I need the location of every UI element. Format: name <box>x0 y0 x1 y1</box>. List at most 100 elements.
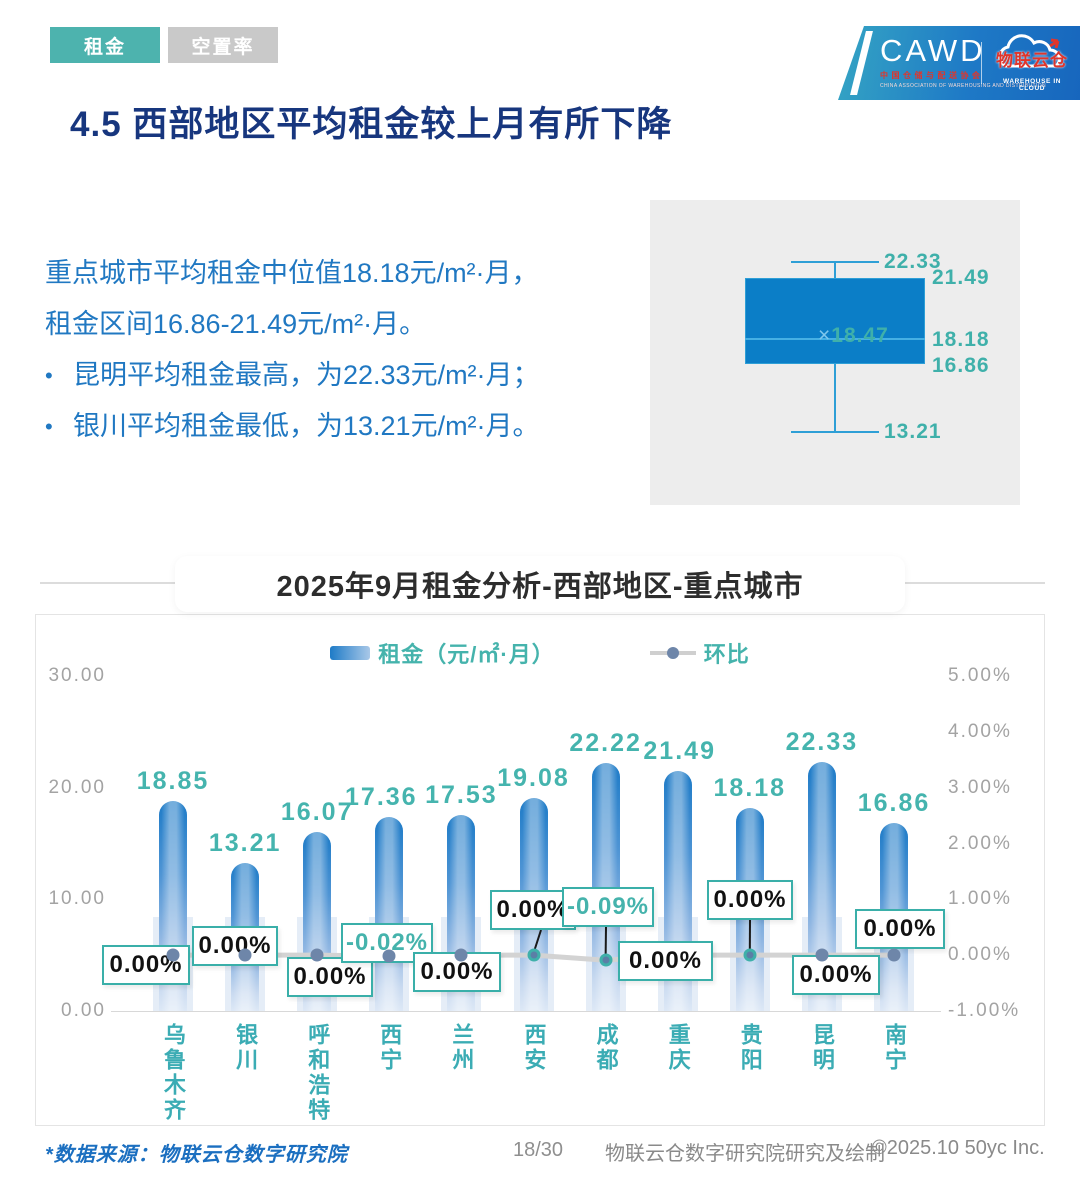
left-axis-tick: 0.00 <box>61 1000 106 1021</box>
tab-vacancy[interactable]: 空置率 <box>168 27 278 63</box>
data-source-note: *数据来源：物联云仓数字研究院 <box>45 1144 348 1166</box>
mom-callout: 0.00% <box>287 957 373 997</box>
boxplot-q1-label: 16.86 <box>932 354 990 377</box>
bar-value-label: 17.53 <box>425 781 498 810</box>
bar-value-label: 16.86 <box>857 788 931 817</box>
mom-callout: 0.00% <box>618 941 713 981</box>
mom-callout: -0.09% <box>562 887 654 927</box>
bar-value-label: 21.49 <box>643 737 716 766</box>
bar-value-label: 19.08 <box>497 763 570 792</box>
legend-item-mom[interactable]: 环比 <box>649 637 750 669</box>
boxplot-median-line <box>745 338 925 340</box>
footer-copyright: ©2025.10 50yc Inc. <box>872 1137 1045 1159</box>
bar-value-label: 18.18 <box>713 773 787 802</box>
bar-value-label: 16.07 <box>280 797 354 826</box>
cawd-logo: CAWD 中国仓储与配送协会 CHINA ASSOCIATION OF WARE… <box>880 33 1047 90</box>
bar-value-label: 22.22 <box>569 728 642 757</box>
mom-callout: 0.00% <box>855 909 945 949</box>
boxplot-mean-label: ×18.47 <box>818 324 889 347</box>
summary-bullet-2: • 银川平均租金最低，为13.21元/m²·月。 <box>45 401 645 452</box>
left-axis-tick: 10.00 <box>48 888 106 910</box>
right-axis-tick: 3.00% <box>948 776 1012 798</box>
bar-value-label: 18.85 <box>136 766 210 795</box>
plot-area: 30.00 20.00 10.00 0.00 5.00% 4.00% 3.00% 2.00% 1… <box>36 615 1046 1127</box>
boxplot-whisker-cap-bottom <box>791 431 879 433</box>
x-axis-category-label: 兰州 <box>449 1023 475 1073</box>
banner-divider <box>981 42 982 84</box>
x-axis-category-label: 贵阳 <box>737 1023 763 1073</box>
x-axis-category-label: 乌鲁木齐 <box>161 1023 186 1123</box>
chart-title: 2025年9月租金分析-西部地区-重点城市 <box>175 556 905 612</box>
legend-label-rent: 租金（元/㎡·月） <box>378 642 555 667</box>
boxplot-min-label: 13.21 <box>884 420 942 443</box>
mom-callout: 0.00% <box>792 955 880 995</box>
right-axis-tick: 5.00% <box>948 665 1012 686</box>
bar-series-swatch <box>330 646 371 660</box>
mom-callout: 0.00% <box>192 926 278 966</box>
x-axis-category-label: 银川 <box>233 1023 259 1073</box>
bar-value-label: 17.36 <box>345 783 418 812</box>
boxplot-whisker-bottom <box>834 364 836 432</box>
mom-line-dot <box>382 949 396 963</box>
x-axis-category-label: 成都 <box>593 1023 619 1073</box>
mom-callout: 0.00% <box>707 880 793 920</box>
boxplot-box <box>745 278 925 364</box>
left-axis-tick: 20.00 <box>48 776 106 798</box>
rent-bar <box>375 817 404 1011</box>
page-number: 18/30 <box>513 1139 564 1161</box>
chart-legend: 租金（元/㎡·月） 环比 <box>36 637 1044 669</box>
rent-bar <box>591 762 620 1011</box>
mom-line-dot <box>238 948 252 962</box>
mom-callout: 0.00% <box>413 952 501 992</box>
cawd-logo-subtitle-en: CHINA ASSOCIATION OF WAREHOUSING AND DIS… <box>880 83 1047 89</box>
tab-rent[interactable]: 租金 <box>50 27 160 63</box>
cawd-logo-subtitle: 中国仓储与配送协会 <box>880 71 984 80</box>
boxplot-median-label: 18.18 <box>932 328 990 351</box>
boxplot-max-label: 22.33 <box>884 250 942 273</box>
cawd-logo-text: CAWD <box>880 33 986 68</box>
x-axis-category-label: 昆明 <box>809 1023 835 1073</box>
x-axis-category-label: 西安 <box>521 1023 547 1073</box>
mom-line-dot <box>743 948 757 962</box>
logo-banner: CAWD 中国仓储与配送协会 CHINA ASSOCIATION OF WARE… <box>838 26 1080 100</box>
boxplot-panel: ×18.47 22.33 21.49 18.18 16.86 13.21 <box>650 200 1020 505</box>
cloud-icon <box>998 34 1061 68</box>
legend-item-rent[interactable]: 租金（元/㎡·月） <box>330 637 554 669</box>
x-axis-category-label: 南宁 <box>882 1023 907 1073</box>
chart-card: 租金（元/㎡·月） 环比 30.00 20.00 10.00 0.00 5.00% 4.0… <box>35 614 1045 1126</box>
bar-value-label: 22.33 <box>785 727 859 756</box>
x-axis-line <box>111 1011 941 1012</box>
right-axis-tick: -1.00% <box>948 1000 1021 1021</box>
left-axis-tick: 30.00 <box>48 665 106 686</box>
mom-line-dot <box>599 953 613 967</box>
mom-line-dot <box>166 948 180 962</box>
right-axis-tick: 1.00% <box>948 888 1012 910</box>
boxplot-q3-label: 21.49 <box>932 266 990 289</box>
summary-line-2: 租金区间16.86-21.49元/m²·月。 <box>45 309 427 339</box>
right-axis-tick: 2.00% <box>948 832 1012 854</box>
brand-logo: 物联云仓 WAREHOUSE IN CLOUD <box>990 34 1074 92</box>
right-axis-tick: 4.00% <box>948 720 1012 742</box>
legend-label-mom: 环比 <box>703 642 750 667</box>
mom-line-dot <box>454 948 468 962</box>
summary-bullet-1: • 昆明平均租金最高，为22.33元/m²·月； <box>45 350 645 401</box>
x-axis-category-label: 重庆 <box>665 1023 691 1073</box>
banner-slash-decoration <box>850 31 873 95</box>
page-title: 4.5 西部地区平均租金较上月有所下降 <box>70 105 673 144</box>
x-axis-category-label: 呼和浩特 <box>305 1023 331 1123</box>
boxplot-whisker-top <box>834 262 836 278</box>
bullet-icon: • <box>45 414 53 439</box>
x-axis-category-label: 西宁 <box>377 1023 403 1073</box>
mean-marker-icon: × <box>818 324 832 347</box>
summary-block: 重点城市平均租金中位值18.18元/m²·月， 租金区间16.86-21.49元… <box>45 248 645 452</box>
right-axis-tick: 0.00% <box>948 944 1012 966</box>
mom-callout: 0.00% <box>490 890 576 930</box>
mom-line-dot <box>815 948 829 962</box>
summary-line-1: 重点城市平均租金中位值18.18元/m²·月， <box>45 258 539 288</box>
mom-line-dot <box>527 948 540 962</box>
line-series-swatch <box>649 646 696 660</box>
bar-value-label: 13.21 <box>208 829 282 858</box>
mom-line-dot <box>887 948 901 962</box>
brand-name: 物联云仓 <box>996 51 1068 70</box>
